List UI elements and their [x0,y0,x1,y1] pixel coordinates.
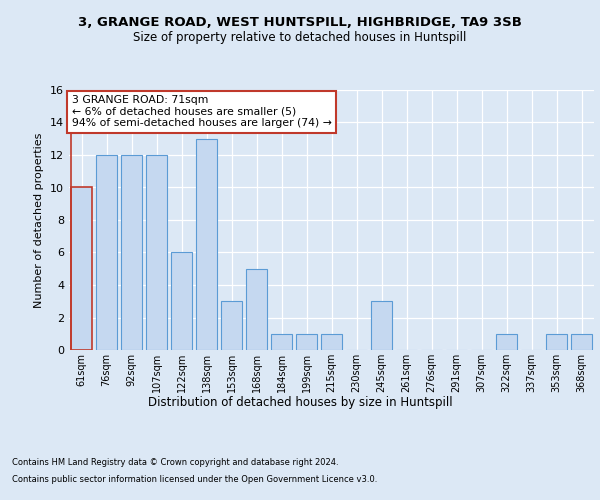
Text: Contains public sector information licensed under the Open Government Licence v3: Contains public sector information licen… [12,474,377,484]
Bar [121,155,142,350]
Bar [246,269,267,350]
Text: 3 GRANGE ROAD: 71sqm
← 6% of detached houses are smaller (5)
94% of semi-detache: 3 GRANGE ROAD: 71sqm ← 6% of detached ho… [71,95,331,128]
Bar [196,138,217,350]
Bar [321,334,342,350]
Bar [71,188,92,350]
Bar [271,334,292,350]
Bar [171,252,192,350]
Bar [96,155,117,350]
Bar [571,334,592,350]
Text: Size of property relative to detached houses in Huntspill: Size of property relative to detached ho… [133,31,467,44]
Y-axis label: Number of detached properties: Number of detached properties [34,132,44,308]
Bar [221,301,242,350]
Text: Contains HM Land Registry data © Crown copyright and database right 2024.: Contains HM Land Registry data © Crown c… [12,458,338,467]
Bar [496,334,517,350]
Text: Distribution of detached houses by size in Huntspill: Distribution of detached houses by size … [148,396,452,409]
Bar [296,334,317,350]
Bar [546,334,567,350]
Bar [146,155,167,350]
Bar [371,301,392,350]
Text: 3, GRANGE ROAD, WEST HUNTSPILL, HIGHBRIDGE, TA9 3SB: 3, GRANGE ROAD, WEST HUNTSPILL, HIGHBRID… [78,16,522,29]
